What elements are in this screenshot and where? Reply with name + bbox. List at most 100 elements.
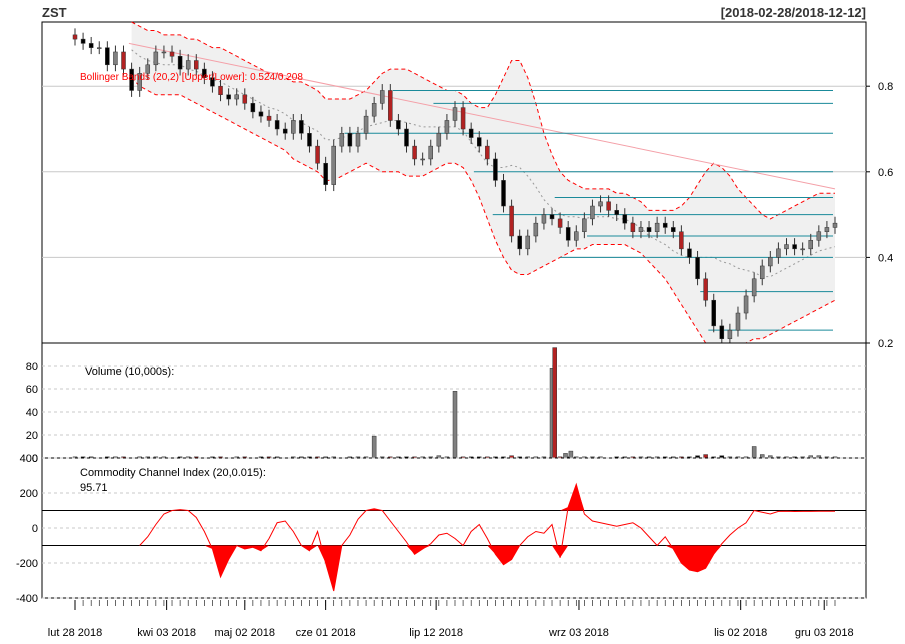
volume-tick-label: 80 [26, 361, 38, 373]
x-tick-label: kwi 03 2018 [137, 627, 196, 639]
candle-body [477, 137, 482, 147]
candle-body [88, 43, 94, 48]
candle-body [654, 222, 660, 232]
candle-body [242, 94, 248, 104]
cci-current-value: 95.71 [80, 482, 108, 494]
candle-body [816, 231, 822, 241]
candle-body [485, 145, 490, 160]
cci-tick-label: 0 [32, 523, 38, 535]
candle-body [735, 312, 741, 331]
candle-body [743, 295, 749, 314]
trend-line [128, 42, 836, 190]
candle-body [80, 38, 86, 44]
candle-body [638, 227, 644, 232]
candle-body [282, 128, 288, 134]
candle-body [565, 227, 571, 241]
price-tick-label: 0.4 [878, 252, 893, 264]
candle-body [533, 222, 539, 237]
candle-body [582, 218, 587, 232]
candle-body [299, 120, 304, 134]
volume-bar [371, 435, 377, 459]
candle-body [420, 158, 425, 161]
candle-body [493, 158, 498, 181]
candle-body [428, 145, 433, 160]
candle-body [339, 133, 345, 147]
candle-body [517, 235, 522, 250]
cci-tick-label: -400 [16, 593, 38, 605]
price-panel: 0.2 0.4 0.6 0.8 Bollinger Bands (20,2) [Uppe… [41, 21, 893, 357]
candle-body [121, 51, 126, 70]
cci-tick-label: -200 [16, 558, 38, 570]
candle-body [509, 205, 514, 237]
candle-body [792, 244, 797, 250]
candle-body [234, 94, 239, 100]
candle-body [388, 90, 393, 121]
candle-body [291, 120, 296, 134]
x-tick-label: lut 28 2018 [48, 627, 102, 639]
x-tick-label: lis 02 2018 [714, 627, 767, 639]
x-axis: lut 28 2018 kwi 03 2018 maj 02 2018 cze 01 … [48, 600, 854, 639]
candle-body [679, 231, 684, 250]
candle-body [177, 55, 183, 70]
candle-body [412, 145, 417, 160]
candle-body [662, 222, 668, 228]
volume-bar [703, 454, 708, 459]
candle-body [355, 133, 361, 147]
candle-body [832, 222, 838, 228]
candle-body [226, 94, 231, 100]
candle-body [622, 214, 628, 224]
candle-body [711, 299, 716, 327]
candle-body [646, 227, 652, 232]
candle-body [824, 227, 830, 232]
x-tick-label: wrz 03 2018 [548, 627, 609, 639]
candle-body [331, 145, 336, 185]
volume-panel: 0 20 40 60 80 Volume (10,000s): [26, 342, 867, 465]
x-tick-label: lip 12 2018 [409, 627, 463, 639]
symbol-title: ZST [42, 5, 67, 20]
candle-body [590, 205, 595, 220]
candle-body [541, 214, 547, 224]
candle-body [768, 257, 773, 267]
candle-body [784, 244, 789, 250]
candle-body [129, 68, 134, 91]
candle-body [113, 51, 118, 66]
candle-body [671, 227, 676, 232]
candle-body [145, 64, 151, 74]
candle-body [72, 34, 78, 40]
cci-plot-area [41, 457, 867, 599]
candle-body [153, 51, 159, 66]
cci-line [139, 482, 836, 592]
candle-body [105, 47, 110, 66]
volume-label: Volume (10,000s): [85, 366, 174, 378]
candle-body [137, 73, 142, 91]
candle-body [719, 325, 725, 339]
candle-body [808, 240, 813, 250]
candle-body [501, 180, 506, 207]
candle-body [371, 103, 377, 117]
candle-body [315, 145, 320, 164]
candle-body [574, 231, 579, 241]
candle-body [404, 128, 409, 147]
bollinger-upper-line [131, 21, 835, 220]
candle-body [598, 201, 603, 207]
candle-body [695, 257, 700, 280]
candle-body [557, 218, 563, 228]
candle-body [266, 115, 272, 121]
candle-body [460, 107, 466, 130]
candle-body [274, 120, 280, 130]
volume-tick-label: 40 [26, 407, 38, 419]
candle-body [606, 201, 611, 211]
candle-body [202, 68, 207, 78]
candle-body [549, 214, 555, 220]
volume-tick-label: 60 [26, 384, 38, 396]
price-tick-label: 0.8 [878, 81, 893, 93]
cci-panel: -400 -200 0 200 400 Commodity Channel Index (… [16, 453, 867, 605]
candle-body [347, 133, 353, 147]
candle-body [363, 115, 369, 134]
candle-body [210, 77, 215, 87]
candle-body [703, 278, 708, 301]
date-range: [2018-02-28/2018-12-12] [721, 5, 866, 20]
volume-bar [759, 454, 765, 459]
volume-tick-label: 0 [32, 453, 38, 465]
